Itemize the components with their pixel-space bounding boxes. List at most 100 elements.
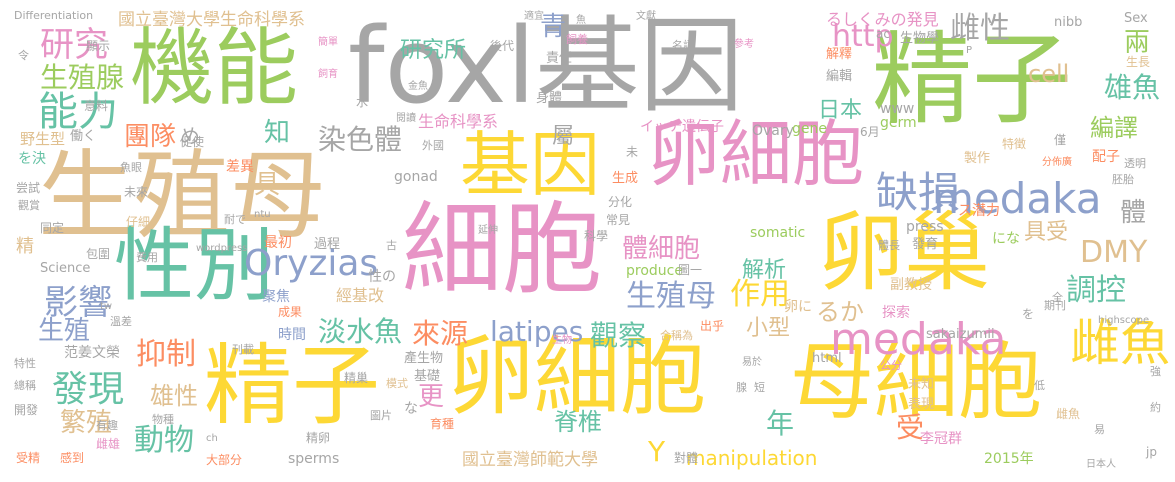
word-body: 體 bbox=[1120, 198, 1147, 228]
word-cell-en: cell bbox=[1028, 60, 1070, 88]
word-produce: produce bbox=[626, 263, 683, 279]
word-know: 知 bbox=[264, 118, 291, 148]
word-wild-type: 野生型 bbox=[20, 130, 66, 148]
word-animal: 動物 bbox=[134, 423, 194, 458]
word-testis: 精巢 bbox=[344, 371, 369, 385]
word-egg-cell-upper: 卵細胞 bbox=[648, 112, 865, 196]
word-easy: 易 bbox=[1094, 423, 1105, 436]
word-institute: 研究所 bbox=[400, 38, 467, 63]
word-jp: jp bbox=[1146, 445, 1157, 459]
word-ruka: るか bbox=[816, 298, 864, 326]
word-suitable: 適宜 bbox=[524, 11, 544, 22]
word-ni-na: にな bbox=[992, 231, 1020, 247]
word-centimeter: 公分 bbox=[880, 359, 902, 372]
word-associate-prof: 副教授 bbox=[890, 277, 932, 293]
word-most: 大部分 bbox=[206, 453, 243, 467]
word-process: 過程 bbox=[314, 237, 341, 252]
word-female: 雌性 bbox=[950, 11, 1010, 46]
word-sex-en: Sex bbox=[1124, 11, 1148, 26]
word-strong: 強 bbox=[1150, 365, 1161, 378]
word-common: 常見 bbox=[606, 213, 631, 227]
word-careful: 仔細 bbox=[126, 215, 151, 229]
word-reproduction: 生殖 bbox=[38, 316, 91, 346]
word-growth: 生長 bbox=[1126, 55, 1151, 69]
word-identify: 同定 bbox=[40, 221, 65, 235]
word-gonad-en: gonad bbox=[394, 169, 438, 185]
word-nibb: nibb bbox=[1054, 15, 1083, 30]
word-blue: 青 bbox=[540, 12, 567, 42]
word-explore: 探索 bbox=[882, 305, 910, 321]
word-reference: 參考 bbox=[734, 39, 754, 50]
word-research: 研究 bbox=[40, 25, 108, 65]
word-japan: 日本 bbox=[818, 98, 863, 123]
word-switch-gene-jp: イッチ遺伝子 bbox=[640, 119, 724, 135]
word-goldfish: 金魚 bbox=[408, 81, 428, 92]
word-bodily: 身體 bbox=[536, 91, 563, 106]
word-gamete: 配子 bbox=[1092, 149, 1120, 165]
word-foreign: 外國 bbox=[422, 139, 444, 152]
word-initial: 最初 bbox=[264, 235, 292, 251]
word-more: 更 bbox=[418, 382, 445, 412]
word-develop: 開發 bbox=[14, 403, 39, 417]
word-bio-product: 產生物 bbox=[404, 351, 444, 366]
word-regulate: 調控 bbox=[1066, 273, 1126, 308]
word-surround: 包圍 bbox=[86, 247, 111, 261]
word-freshwater-fish: 淡水魚 bbox=[318, 315, 403, 348]
word-sperm-large: 精子 bbox=[872, 21, 1072, 138]
word-literature: 文獻 bbox=[636, 11, 656, 22]
word-sakaizumii: sakaizumii bbox=[926, 327, 995, 342]
word-male-female: 雌雄 bbox=[96, 437, 121, 451]
word-html: html bbox=[812, 351, 842, 366]
word-simple: 簡單 bbox=[318, 37, 338, 48]
word-difference: 差異 bbox=[226, 159, 254, 175]
word-promote: 促使 bbox=[180, 135, 205, 149]
word-oryzias: Oryzias bbox=[244, 243, 379, 284]
word-ling: 令 bbox=[18, 49, 29, 62]
word-receive: 受 bbox=[896, 411, 925, 444]
word-receptor: 具受 bbox=[1024, 220, 1069, 245]
word-ntu-dept: 國立臺灣大學生命科學系 bbox=[118, 10, 305, 30]
word-male: 雄性 bbox=[150, 382, 198, 410]
word-attempt: 尝試 bbox=[16, 181, 41, 195]
word-ntnu: 國立臺灣師範大學 bbox=[462, 450, 598, 470]
word-low: 低 bbox=[1034, 379, 1045, 392]
word-future: 未來 bbox=[124, 185, 149, 199]
word-expected: 意料 bbox=[84, 99, 109, 113]
word-ovary-en: Ovary bbox=[752, 123, 794, 139]
word-time: 時間 bbox=[278, 327, 306, 343]
word-sei-no: 性の bbox=[368, 269, 396, 285]
word-hataraku: 働く bbox=[70, 129, 97, 144]
word-sex: 性別 bbox=[114, 219, 274, 312]
word-compile: 編譯 bbox=[1090, 114, 1138, 142]
word-unexpected: 出乎 bbox=[700, 319, 725, 333]
word-medaka-blue: medaka bbox=[933, 174, 1102, 223]
word-source: 來源 bbox=[412, 317, 469, 350]
word-differentiate: 分化 bbox=[608, 195, 633, 209]
word-effect: 作用 bbox=[730, 277, 790, 312]
word-figure-one: 圖一 bbox=[678, 263, 703, 277]
word-ac: ac bbox=[876, 27, 890, 41]
word-female-fish-small: 雌魚 bbox=[1056, 407, 1081, 421]
word-two: 兩 bbox=[1124, 28, 1151, 58]
word-science: Science bbox=[40, 261, 91, 276]
word-www: www bbox=[880, 101, 915, 117]
word-breeding: 育種 bbox=[430, 417, 455, 431]
word-sperm-lower: 精子 bbox=[204, 334, 381, 437]
word-water: 水 bbox=[356, 95, 369, 109]
word-male-fish: 雄魚 bbox=[1104, 71, 1161, 104]
word-genus: 屬 bbox=[552, 124, 575, 149]
word-medaka-pink: medaka bbox=[830, 314, 1007, 365]
word-na: な bbox=[404, 401, 418, 417]
word-about: 約 bbox=[1150, 401, 1161, 414]
word-me: め bbox=[180, 124, 200, 148]
word-germline-mother: 生殖母 bbox=[38, 140, 326, 252]
word-june: 6月 bbox=[860, 125, 880, 139]
word-gene: 基因 bbox=[460, 124, 600, 206]
word-germ: germ bbox=[880, 115, 917, 131]
word-picture: 圖片 bbox=[370, 409, 392, 422]
word-easy-to: 易於 bbox=[742, 357, 762, 368]
word-discover: 發現 bbox=[52, 369, 125, 410]
word-gland: 腺 bbox=[736, 381, 747, 394]
word-chromosome: 染色體 bbox=[318, 123, 403, 156]
word-egg-cell-lower: 卵細胞 bbox=[448, 327, 706, 427]
